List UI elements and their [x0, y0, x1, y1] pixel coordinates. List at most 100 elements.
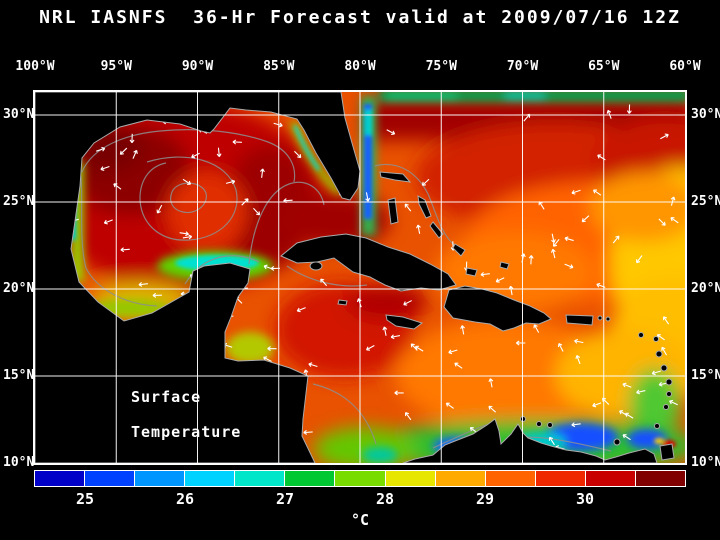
vector-arrow-icon: [253, 207, 261, 216]
vector-arrow-icon: [528, 255, 534, 265]
colorbar-tick: 25: [75, 490, 95, 508]
vector-arrow-icon: [488, 405, 497, 413]
vector-arrow-icon: [421, 178, 430, 186]
vector-arrow-icon: [404, 203, 412, 212]
sst-map: [34, 89, 720, 473]
vector-arrow-icon: [232, 139, 242, 145]
vector-arrow-icon: [548, 436, 555, 446]
vector-arrow-icon: [622, 434, 631, 441]
land-cuba: [280, 233, 457, 292]
vector-arrow-icon: [416, 224, 421, 234]
vector-arrow-icon: [592, 189, 602, 196]
colorbar-cell: [35, 471, 86, 486]
vector-arrow-icon: [152, 292, 162, 298]
vector-arrow-icon: [365, 192, 371, 202]
vector-arrow-icon: [670, 196, 676, 206]
vector-arrow-icon: [495, 277, 505, 283]
lat-label: 15°N: [691, 368, 720, 383]
colorbar-cell: [485, 471, 536, 486]
colorbar-tick: 27: [275, 490, 295, 508]
colorbar-cell: [385, 471, 436, 486]
lat-label: 10°N: [691, 455, 720, 470]
colorbar: [34, 470, 686, 487]
vector-arrow-icon: [557, 343, 564, 352]
lon-label: 90°W: [181, 59, 214, 74]
vector-arrow-icon: [551, 233, 556, 244]
vector-arrow-icon: [273, 122, 283, 128]
vector-arrow-icon: [658, 218, 666, 226]
vector-arrow-icon: [225, 179, 236, 185]
vector-arrow-icon: [661, 346, 668, 356]
vector-arrow-icon: [390, 334, 401, 340]
lon-label: 70°W: [506, 59, 539, 74]
vector-arrow-icon: [294, 150, 302, 159]
vector-arrow-icon: [296, 307, 306, 313]
vector-arrow-icon: [612, 235, 620, 244]
colorbar-cell: [185, 471, 236, 486]
vector-arrow-icon: [626, 104, 632, 114]
lon-label: 85°W: [263, 59, 295, 74]
vector-arrow-icon: [669, 399, 678, 406]
vector-arrow-icon: [138, 281, 148, 287]
lon-label: 75°W: [425, 59, 457, 74]
land-bahamas: [379, 171, 412, 183]
land-bahamas: [429, 221, 444, 239]
vector-arrow-icon: [581, 215, 590, 223]
annotation-surface: Surface: [131, 388, 202, 406]
colorbar-cell: [635, 471, 686, 486]
vector-arrow-icon: [533, 324, 540, 333]
vector-arrow-icon: [132, 149, 138, 159]
land-isla-juventud: [309, 261, 323, 271]
land-bahamas: [387, 197, 399, 225]
vector-arrow-icon: [619, 410, 628, 416]
vector-arrow-icon: [320, 278, 328, 287]
lon-label: 60°W: [669, 59, 701, 74]
vector-arrow-icon: [386, 129, 396, 135]
lon-label: 80°W: [344, 59, 376, 74]
vector-arrow-icon: [571, 422, 581, 428]
lon-label: 95°W: [100, 59, 132, 74]
lat-label: 25°N: [3, 194, 35, 209]
vector-arrow-icon: [552, 238, 560, 247]
land-bahamas: [452, 243, 466, 257]
land-puerto-rico: [565, 314, 594, 326]
colorbar-cell: [435, 471, 486, 486]
colorbar-cell: [585, 471, 636, 486]
vector-arrow-icon: [636, 255, 643, 264]
vector-arrow-icon: [480, 271, 490, 277]
vector-arrow-icon: [636, 389, 646, 395]
lat-label: 25°N: [691, 194, 720, 209]
colorbar-cell: [535, 471, 586, 486]
colorbar-tick: 29: [475, 490, 495, 508]
vector-arrow-icon: [182, 234, 193, 240]
vector-arrow-icon: [670, 217, 679, 224]
land-jamaica: [385, 314, 424, 330]
vector-arrow-icon: [179, 231, 189, 237]
vector-arrow-icon: [574, 338, 584, 344]
vector-arrow-icon: [405, 412, 412, 421]
vector-arrow-icon: [662, 316, 670, 325]
vector-arrow-icon: [267, 346, 277, 352]
vector-arrow-icon: [303, 429, 313, 435]
vector-arrow-icon: [216, 147, 222, 158]
land-south-america: [402, 418, 658, 464]
latitude-axis-right: 30°N 25°N 20°N 15°N 10°N: [691, 92, 720, 470]
longitude-axis: 100°W 95°W 90°W 85°W 80°W 75°W 70°W 65°W 60°W: [15, 59, 700, 77]
vector-arrow-icon: [564, 236, 574, 242]
vector-arrow-icon: [382, 326, 388, 336]
colorbar-cell: [285, 471, 336, 486]
vector-arrow-icon: [120, 247, 130, 253]
vector-arrow-icon: [550, 248, 556, 259]
vector-arrow-icon: [448, 349, 458, 355]
vector-arrow-icon: [403, 300, 412, 306]
land-lesser-antilles: [520, 315, 673, 446]
land-trinidad: [659, 443, 675, 461]
vector-arrow-icon: [182, 178, 192, 185]
vector-arrow-icon: [651, 370, 661, 376]
colorbar-cell: [335, 471, 386, 486]
colorbar-tick: 30: [575, 490, 595, 508]
vector-arrow-icon: [564, 263, 574, 269]
vector-arrow-icon: [488, 378, 494, 388]
vector-arrow-icon: [575, 355, 581, 365]
